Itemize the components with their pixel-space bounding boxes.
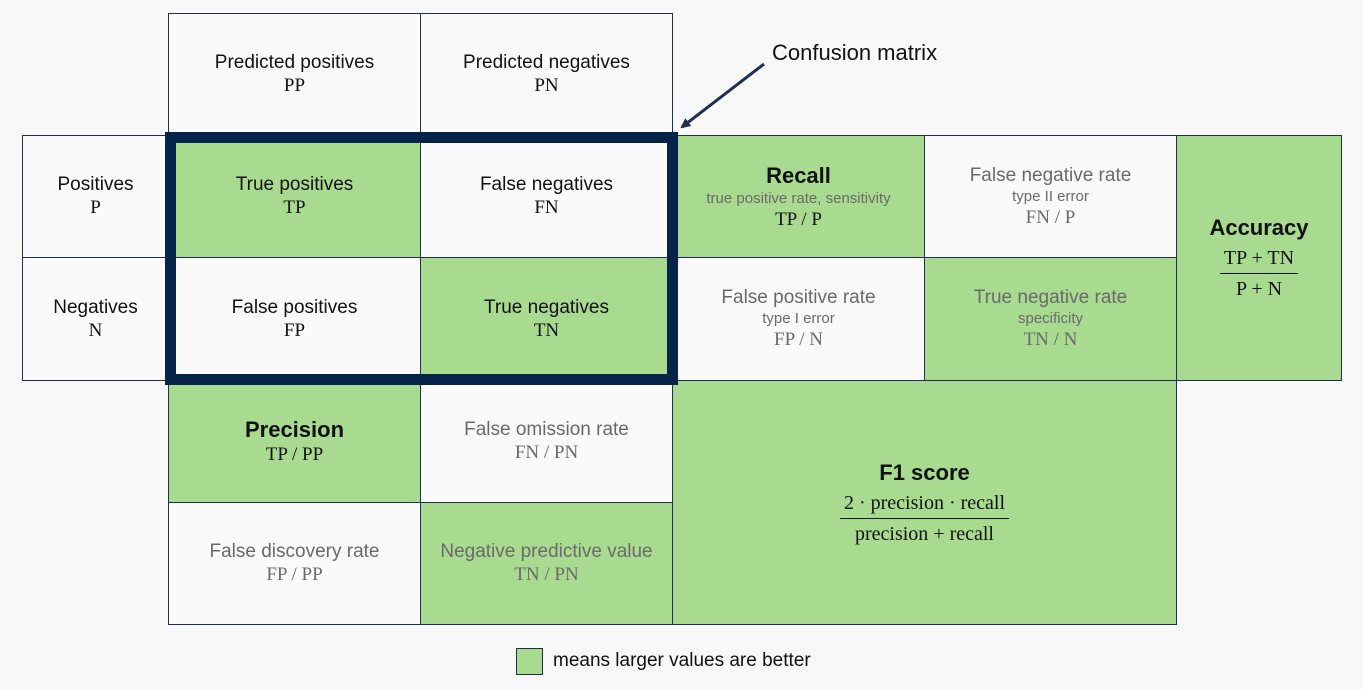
false-negatives-cell: False negatives FN (420, 135, 673, 258)
f1-score-label: F1 score (879, 459, 970, 485)
accuracy-label: Accuracy (1209, 215, 1309, 240)
negatives-cell: Negatives N (22, 257, 169, 381)
predicted-negatives-abbr: PN (534, 75, 559, 96)
false-discovery-rate-cell: False discovery rate FP / PP (168, 502, 421, 625)
accuracy-numerator: TP + TN (1219, 245, 1299, 274)
false-discovery-rate-label: False discovery rate (209, 541, 380, 562)
accuracy-denominator: P + N (1235, 278, 1283, 300)
predicted-positives-label: Predicted positives (214, 52, 375, 73)
precision-cell: Precision TP / PP (168, 380, 421, 503)
confusion-matrix-label: Confusion matrix (772, 40, 938, 65)
negatives-label: Negatives (53, 296, 138, 318)
f1-numerator: 2 · precision · recall (839, 490, 1010, 519)
true-negatives-abbr: TN (533, 319, 560, 341)
false-negatives-abbr: FN (534, 197, 559, 218)
f1-score-formula: 2 · precision · recall precision + recal… (839, 490, 1010, 547)
recall-cell: Recall true positive rate, sensitivity T… (672, 135, 925, 258)
true-negatives-cell: True negatives TN (420, 257, 673, 381)
precision-label: Precision (244, 417, 345, 442)
negative-predictive-value-formula: TN / PN (514, 564, 579, 585)
false-positives-label: False positives (231, 296, 358, 318)
false-negative-rate-label: False negative rate (969, 164, 1132, 186)
false-negatives-label: False negatives (479, 174, 614, 195)
false-omission-rate-label: False omission rate (464, 419, 629, 440)
true-negative-rate-subtitle: specificity (1017, 310, 1084, 327)
false-positive-rate-formula: FP / N (774, 329, 823, 350)
recall-formula: TP / P (775, 208, 822, 230)
f1-denominator: precision + recall (854, 522, 994, 545)
false-negative-rate-formula: FN / P (1025, 206, 1076, 228)
false-positives-abbr: FP (283, 319, 306, 341)
false-positive-rate-subtitle: type I error (762, 310, 835, 327)
false-omission-rate-formula: FN / PN (514, 442, 579, 463)
legend-text: means larger values are better (553, 650, 811, 671)
predicted-positives-cell: Predicted positives PP (168, 13, 421, 136)
positives-abbr: P (90, 197, 101, 218)
predicted-negatives-label: Predicted negatives (463, 52, 630, 73)
false-positives-cell: False positives FP (168, 257, 421, 381)
recall-subtitle: true positive rate, sensitivity (706, 189, 891, 207)
true-positives-label: True positives (235, 174, 354, 195)
false-discovery-rate-formula: FP / PP (266, 564, 323, 585)
true-negative-rate-formula: TN / N (1023, 329, 1078, 350)
false-positive-rate-cell: False positive rate type I error FP / N (672, 257, 925, 381)
recall-label: Recall (766, 162, 831, 188)
positives-cell: Positives P (22, 135, 169, 258)
accuracy-cell: Accuracy TP + TN P + N (1176, 135, 1342, 381)
negative-predictive-value-cell: Negative predictive value TN / PN (420, 502, 673, 625)
false-omission-rate-cell: False omission rate FN / PN (420, 380, 673, 503)
false-negative-rate-cell: False negative rate type II error FN / P (924, 135, 1177, 258)
false-negative-rate-subtitle: type II error (1012, 187, 1089, 205)
precision-formula: TP / PP (265, 444, 324, 465)
predicted-positives-abbr: PP (283, 75, 306, 96)
legend-swatch (516, 648, 543, 675)
f1-score-cell: F1 score 2 · precision · recall precisio… (672, 380, 1177, 625)
negatives-abbr: N (88, 319, 103, 341)
true-positives-cell: True positives TP (168, 135, 421, 258)
true-negatives-label: True negatives (484, 296, 609, 318)
true-negative-rate-label: True negative rate (973, 287, 1128, 308)
true-positives-abbr: TP (283, 197, 306, 218)
negative-predictive-value-label: Negative predictive value (440, 541, 653, 562)
true-negative-rate-cell: True negative rate specificity TN / N (924, 257, 1177, 381)
predicted-negatives-cell: Predicted negatives PN (420, 13, 673, 136)
positives-label: Positives (57, 174, 134, 195)
accuracy-formula: TP + TN P + N (1219, 245, 1299, 302)
false-positive-rate-label: False positive rate (721, 287, 876, 308)
